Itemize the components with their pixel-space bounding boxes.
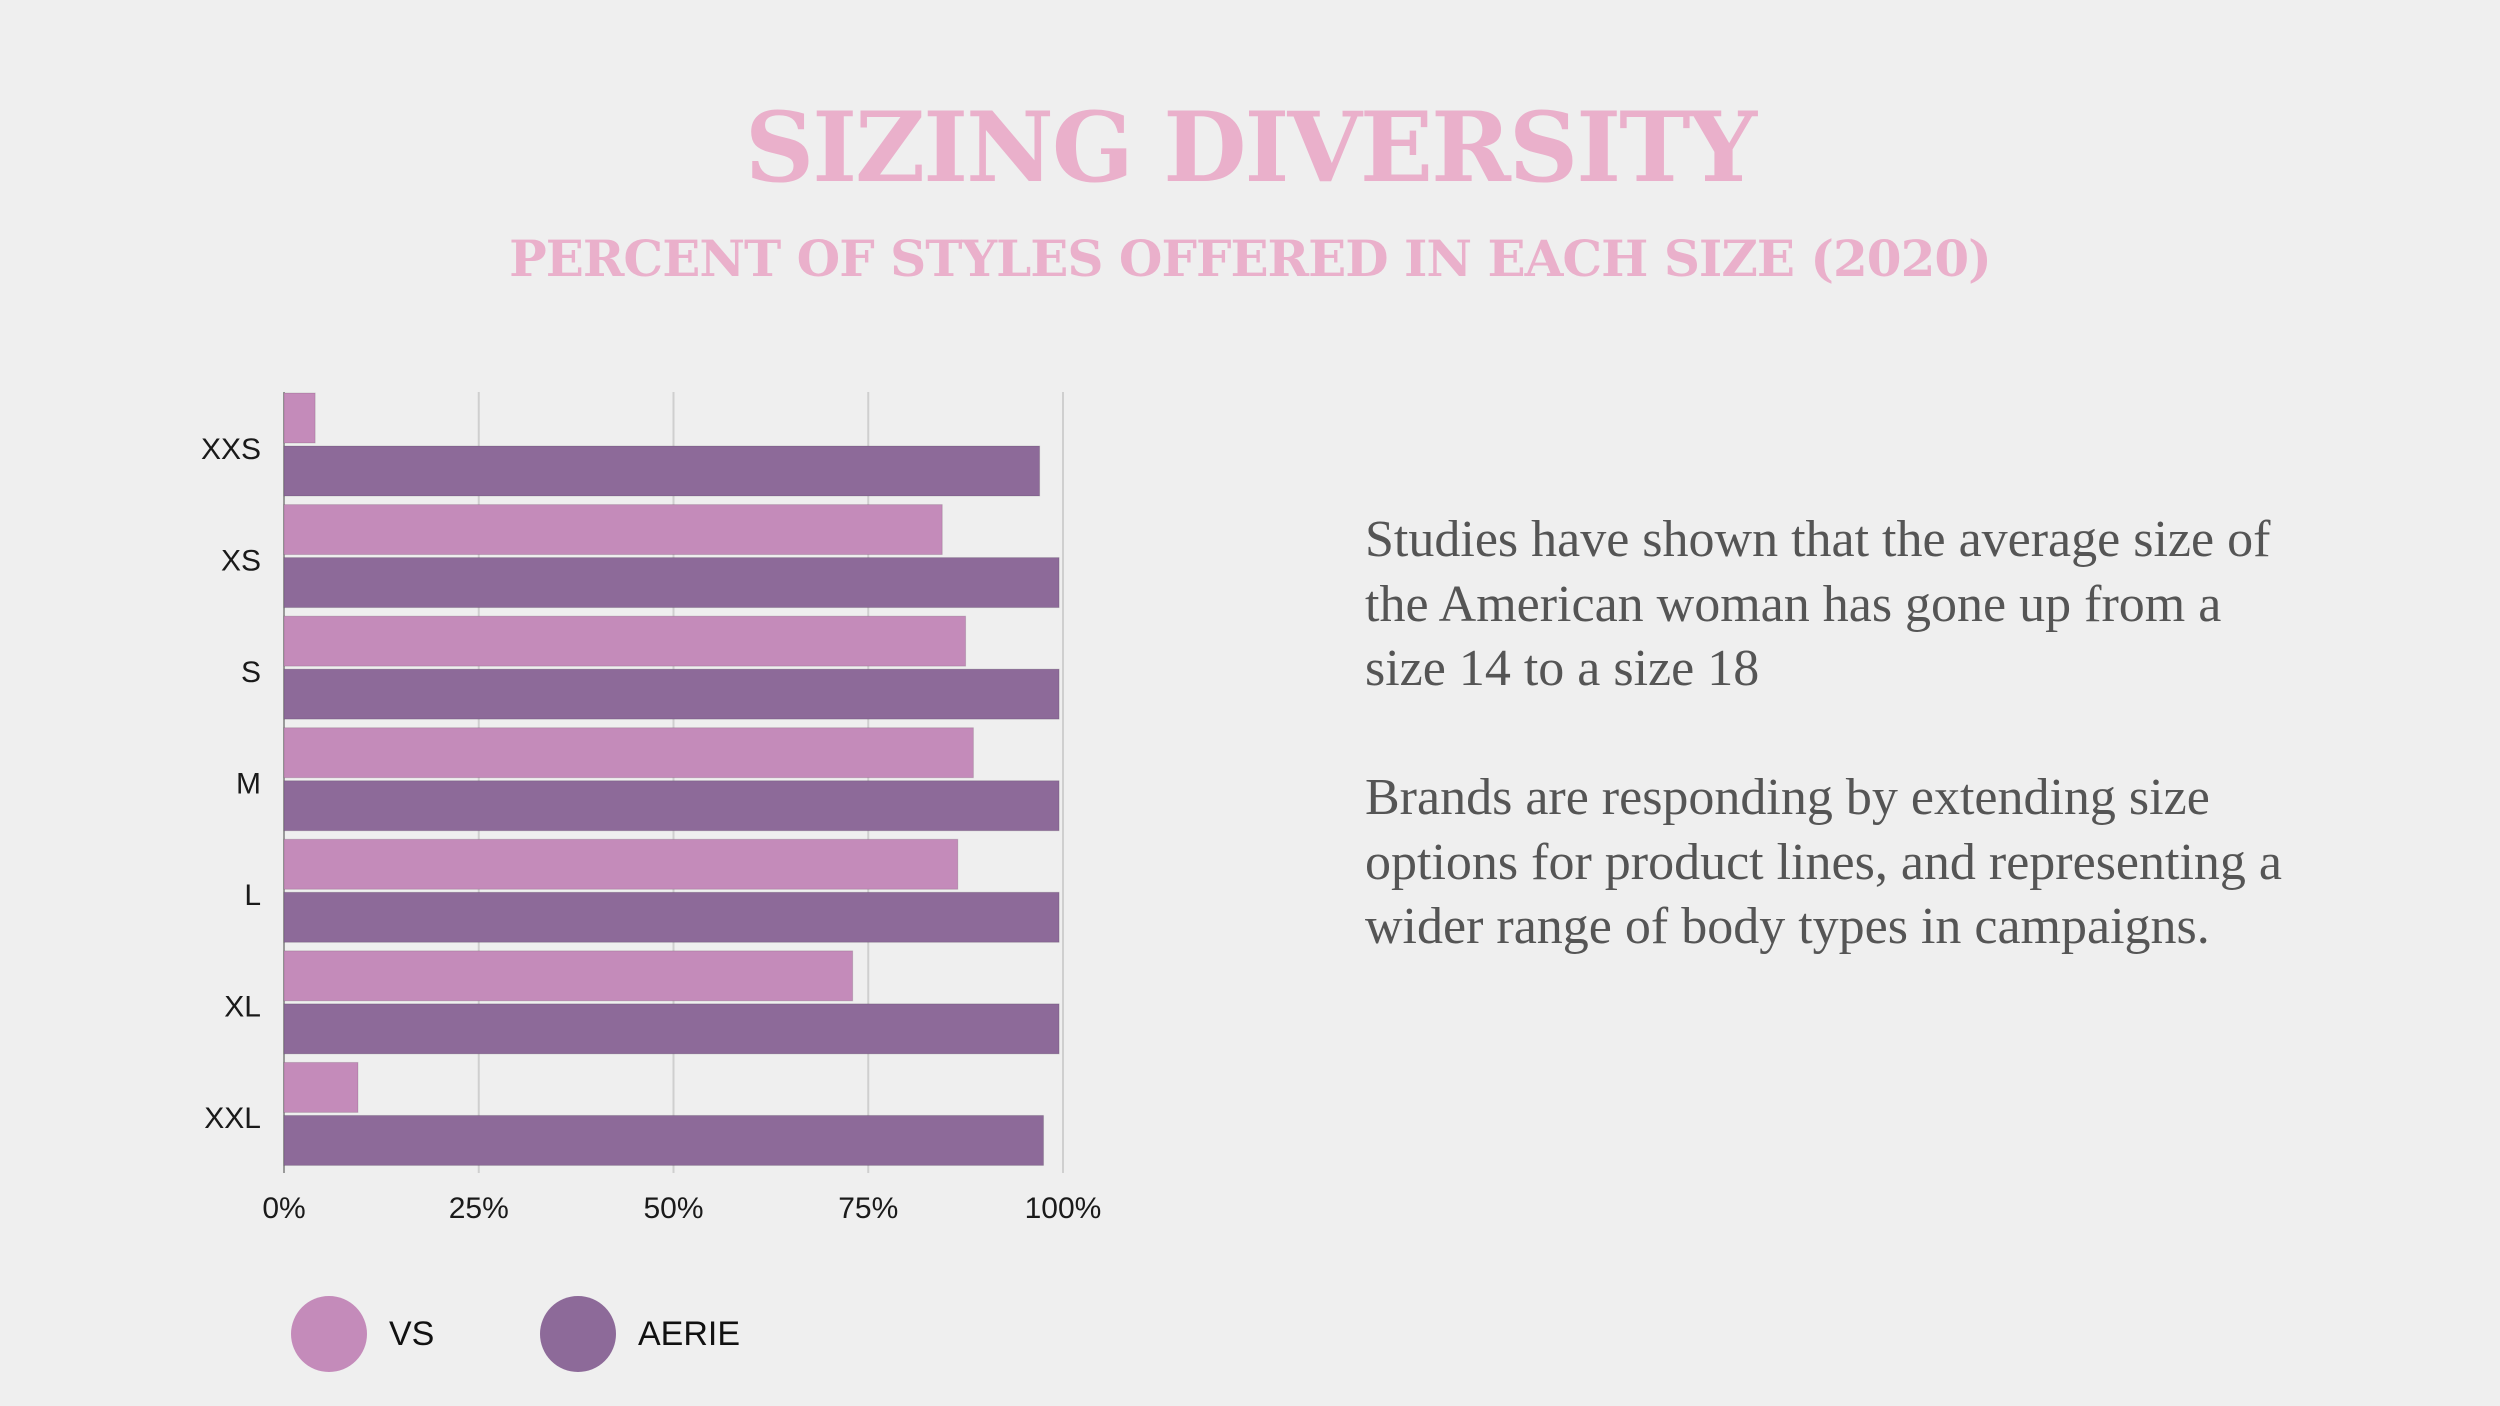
body-paragraph-2: Brands are responding by extending size … — [1365, 769, 2282, 955]
legend-item-aerie: AERIE — [540, 1296, 740, 1372]
category-label: XXL — [204, 1102, 261, 1135]
bar-vs-xxl — [283, 1061, 359, 1113]
x-tick-label: 25% — [449, 1192, 509, 1225]
bar-aerie-xxs — [283, 445, 1041, 497]
category-label: XXS — [201, 433, 261, 466]
category-label: XL — [224, 991, 261, 1024]
bar-aerie-m — [283, 780, 1060, 832]
category-label: S — [241, 656, 261, 689]
bar-aerie-s — [283, 668, 1060, 720]
category-label: L — [244, 879, 261, 912]
bar-chart: XXS XS S M L XL XXL 0% 25% 50% 75% 100% — [201, 392, 1101, 1225]
x-tick-labels: 0% 25% 50% 75% 100% — [262, 1192, 1101, 1225]
body-paragraph-1: Studies have shown that the average size… — [1365, 511, 2271, 697]
bar-vs-s — [283, 615, 967, 667]
bar-vs-xl — [283, 950, 854, 1002]
page-title: SIZING DIVERSITY — [744, 91, 1757, 204]
bar-vs-l — [283, 838, 959, 890]
bar-aerie-xs — [283, 557, 1060, 609]
bar-vs-m — [283, 727, 974, 779]
x-tick-label: 100% — [1025, 1192, 1102, 1225]
bar-aerie-l — [283, 891, 1060, 943]
x-tick-label: 0% — [262, 1192, 305, 1225]
legend-label-vs: VS — [389, 1314, 435, 1353]
bar-vs-xs — [283, 504, 943, 556]
legend-swatch-vs — [291, 1296, 367, 1372]
x-tick-label: 75% — [838, 1192, 898, 1225]
legend-swatch-aerie — [540, 1296, 616, 1372]
legend-label-aerie: AERIE — [638, 1314, 741, 1353]
bar-aerie-xxl — [283, 1114, 1045, 1166]
category-labels: XXS XS S M L XL XXL — [201, 433, 261, 1135]
body-text: Studies have shown that the average size… — [1365, 508, 2285, 1024]
legend-item-vs: VS — [291, 1296, 434, 1372]
page-subtitle: PERCENT OF STYLES OFFERED IN EACH SIZE (… — [509, 229, 1992, 288]
category-label: M — [236, 768, 261, 801]
bar-aerie-xl — [283, 1003, 1060, 1055]
category-label: XS — [221, 544, 261, 577]
x-tick-label: 50% — [643, 1192, 703, 1225]
bar-vs-xxs — [283, 392, 316, 444]
bars — [283, 392, 1060, 1166]
